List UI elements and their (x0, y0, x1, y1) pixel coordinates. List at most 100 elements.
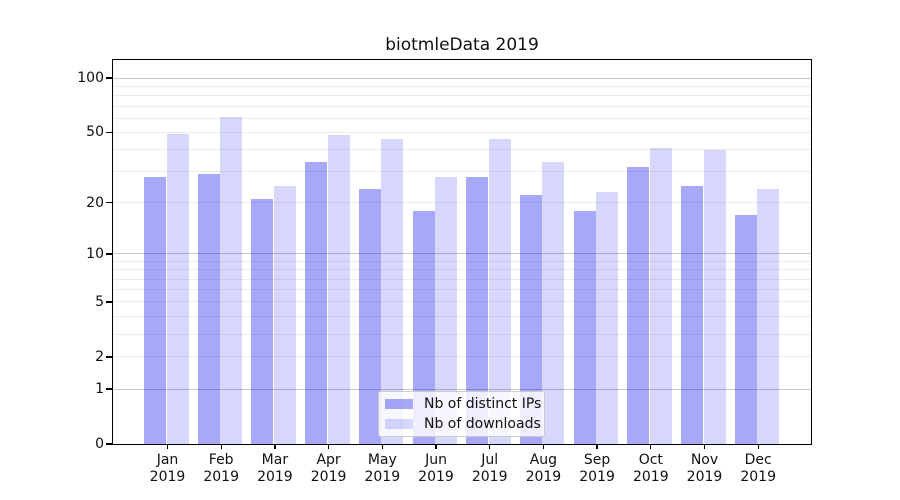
minor-gridline-7 (113, 278, 811, 280)
y-tick-50 (106, 131, 112, 133)
bar-downloads-may-2019 (381, 138, 404, 444)
x-tick-feb (220, 444, 222, 449)
legend-entry-downloads: Nb of downloads (385, 415, 541, 432)
major-gridline-10 (113, 253, 811, 255)
minor-gridline-60 (113, 117, 811, 119)
bar-ips-nov-2019 (681, 185, 703, 444)
y-tick-5 (106, 301, 112, 303)
legend-label-downloads: Nb of downloads (424, 415, 541, 432)
major-gridline-1 (113, 388, 811, 390)
x-tick-label-month-feb: Feb (208, 452, 234, 468)
x-tick-label-year-oct: 2019 (632, 469, 669, 485)
bar-downloads-jan-2019 (166, 133, 189, 444)
y-tick-label-2: 2 (95, 348, 104, 365)
x-tick-label-month-jan: Jan (156, 452, 179, 468)
x-tick-label-month-mar: Mar (261, 452, 289, 468)
y-tick-1 (106, 388, 112, 390)
minor-gridline-9 (113, 260, 811, 262)
minor-gridline-8 (113, 269, 811, 271)
x-tick-label-month-may: May (367, 452, 397, 468)
bar-downloads-aug-2019 (542, 162, 565, 444)
minor-gridline-6 (113, 289, 811, 291)
minor-gridline-70 (113, 105, 811, 107)
x-tick-label-year-mar: 2019 (257, 469, 293, 485)
bar-ips-jun-2019 (412, 210, 435, 444)
minor-gridline-50 (113, 131, 811, 133)
x-tick-oct (650, 444, 652, 449)
minor-gridline-20 (113, 202, 811, 204)
major-gridline-100 (113, 77, 811, 79)
bar-downloads-feb-2019 (220, 116, 243, 444)
chart-title: biotmleData 2019 (385, 35, 539, 55)
x-tick-label-year-jan: 2019 (149, 469, 186, 485)
x-tick-label-year-feb: 2019 (203, 469, 239, 485)
y-tick-label-1: 1 (95, 381, 104, 398)
x-tick-aug (542, 444, 545, 449)
bar-ips-oct-2019 (627, 166, 650, 444)
bar-downloads-jun-2019 (435, 177, 457, 444)
x-tick-label-year-jun: 2019 (418, 469, 454, 485)
x-tick-label-year-jul: 2019 (471, 469, 508, 485)
x-tick-sep (596, 444, 598, 449)
y-tick-label-100: 100 (77, 70, 104, 87)
x-tick-label-year-may: 2019 (364, 469, 401, 485)
x-tick-label-month-oct: Oct (638, 452, 663, 468)
y-tick-label-10: 10 (86, 245, 104, 262)
minor-gridline-80 (113, 95, 811, 97)
bar-downloads-oct-2019 (649, 147, 672, 444)
x-tick-mar (274, 444, 276, 449)
x-tick-label-month-nov: Nov (690, 452, 719, 468)
bar-ips-sep-2019 (573, 210, 596, 444)
x-tick-label-month-sep: Sep (583, 452, 611, 468)
bar-downloads-jul-2019 (488, 138, 511, 444)
x-tick-may (381, 444, 383, 449)
legend: Nb of distinct IPs Nb of downloads (378, 391, 545, 437)
y-tick-label-0: 0 (95, 436, 104, 452)
x-tick-jan (166, 444, 169, 449)
bar-downloads-mar-2019 (273, 185, 296, 444)
x-tick-label-month-dec: Dec (744, 452, 772, 468)
x-tick-jun (435, 444, 437, 449)
bar-downloads-nov-2019 (703, 149, 726, 444)
bar-ips-jan-2019 (144, 177, 166, 444)
y-tick-2 (106, 356, 112, 358)
x-tick-nov (703, 444, 706, 449)
minor-gridline-4 (113, 315, 811, 317)
legend-swatch-distinct-ips-icon (385, 399, 413, 409)
y-tick-label-50: 50 (86, 124, 104, 141)
minor-gridline-90 (113, 85, 811, 87)
legend-entry-distinct-ips: Nb of distinct IPs (385, 395, 542, 412)
bar-downloads-sep-2019 (596, 192, 619, 444)
bar-ips-apr-2019 (305, 162, 328, 444)
x-tick-label-year-sep: 2019 (579, 469, 615, 485)
legend-swatch-downloads-icon (385, 419, 413, 429)
bar-downloads-apr-2019 (327, 135, 350, 444)
bar-ips-mar-2019 (251, 198, 274, 444)
bar-ips-aug-2019 (519, 195, 542, 444)
y-tick-label-5: 5 (95, 293, 104, 310)
legend-label-distinct-ips: Nb of distinct IPs (424, 395, 542, 412)
x-tick-label-month-jun: Jun (425, 452, 447, 468)
y-tick-10 (106, 253, 112, 255)
bar-ips-jul-2019 (466, 177, 489, 444)
x-tick-label-month-aug: Aug (529, 452, 558, 468)
bar-ips-feb-2019 (197, 174, 220, 444)
x-tick-label-year-dec: 2019 (740, 469, 776, 485)
y-tick-20 (106, 201, 112, 204)
x-tick-label-month-jul: Jul (481, 452, 499, 468)
x-tick-apr (327, 444, 330, 449)
y-tick-0 (106, 443, 112, 445)
x-tick-jul (489, 444, 491, 449)
minor-gridline-2 (113, 356, 811, 358)
x-tick-label-year-nov: 2019 (686, 469, 723, 485)
y-tick-label-20: 20 (86, 194, 104, 211)
minor-gridline-3 (113, 333, 811, 335)
y-tick-100 (106, 77, 112, 79)
minor-gridline-30 (113, 171, 811, 173)
minor-gridline-5 (113, 301, 811, 303)
bar-ips-dec-2019 (734, 214, 757, 444)
minor-gridline-40 (113, 149, 811, 151)
bar-downloads-dec-2019 (757, 188, 780, 444)
x-tick-label-year-aug: 2019 (525, 469, 562, 485)
